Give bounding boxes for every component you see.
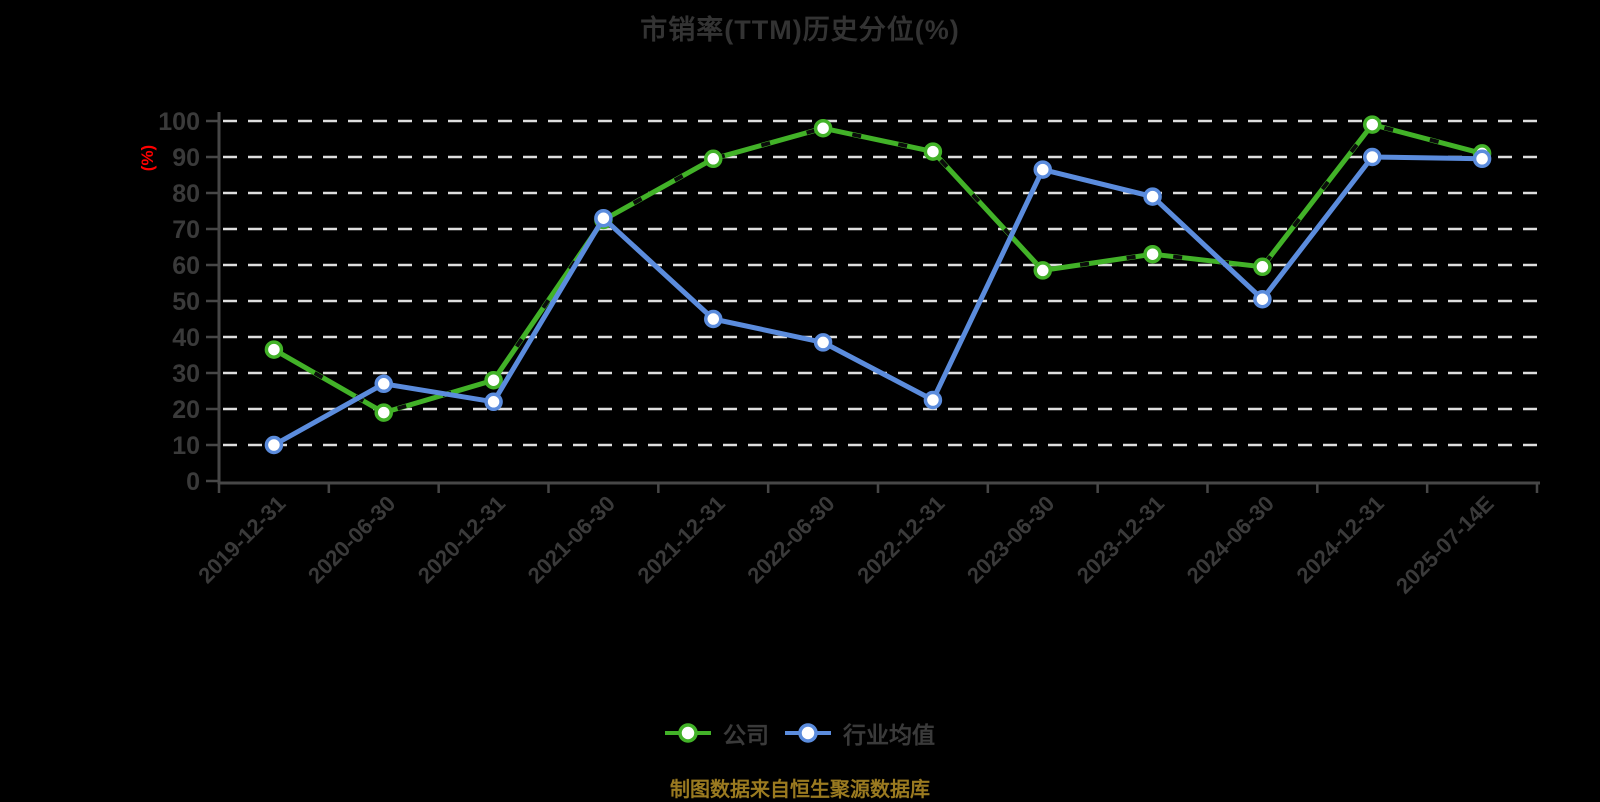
y-tick-label-70: 70 [172,216,200,244]
x-label-2023-12-31: 2023-12-31 [1072,491,1169,588]
chart-title: 市销率(TTM)历史分位(%) [640,15,960,45]
y-tick-label-90: 90 [172,144,200,172]
data-point-company-2020-06-30[interactable] [374,403,393,422]
legend-item-company[interactable]: 公司 [665,716,769,750]
data-point-industry-2023-06-30[interactable] [1033,160,1052,179]
data-point-company-2020-12-31[interactable] [484,370,503,390]
data-point-industry-2022-12-31[interactable] [923,390,943,410]
x-label-2024-06-30: 2024-06-30 [1182,491,1279,588]
y-tick-label-20: 20 [172,396,200,424]
data-point-industry-2020-06-30[interactable] [374,374,393,394]
legend-item-industry[interactable]: 行业均值 [785,716,935,750]
industry-series-marker-icon [785,723,831,743]
y-tick-label-100: 100 [158,108,200,136]
series-line-industry [271,154,1485,448]
legend-label-industry: 行业均值 [843,722,935,748]
data-point-company-2019-12-31[interactable] [264,340,284,359]
data-point-industry-2021-12-31[interactable] [704,309,723,329]
data-point-company-2022-12-31[interactable] [923,142,943,161]
x-label-2020-06-30: 2020-06-30 [303,491,400,588]
y-tick-label-60: 60 [172,252,200,280]
data-point-industry-2025-07-14E[interactable] [1472,149,1492,169]
y-tick-label-80: 80 [172,180,200,208]
series-line-company [271,122,1485,416]
data-point-industry-2024-12-31[interactable] [1363,147,1382,167]
x-label-2025-07-14E: 2025-07-14E [1391,491,1499,599]
data-point-company-2022-06-30[interactable] [813,118,833,138]
company-series-marker-icon [665,723,711,743]
y-tick-label-0: 0 [186,468,200,496]
y-tick-label-50: 50 [172,288,200,316]
y-axis-unit-label: (%) [138,145,157,171]
data-point-industry-2019-12-31[interactable] [264,435,284,455]
y-tick-label-10: 10 [172,432,200,460]
x-label-2021-06-30: 2021-06-30 [523,491,620,588]
legend-label-company: 公司 [723,722,769,748]
y-tick-label-30: 30 [172,360,200,388]
x-label-2022-12-31: 2022-12-31 [852,491,949,588]
x-label-2023-06-30: 2023-06-30 [962,491,1059,588]
data-point-industry-2020-12-31[interactable] [484,392,503,412]
x-label-2021-12-31: 2021-12-31 [633,491,730,588]
data-point-industry-2022-06-30[interactable] [813,333,833,352]
data-point-company-2024-06-30[interactable] [1253,257,1272,277]
x-label-2020-12-31: 2020-12-31 [413,491,510,588]
data-source-note: 制图数据来自恒生聚源数据库 [670,779,930,801]
data-point-company-2024-12-31[interactable] [1363,115,1382,134]
data-point-industry-2021-06-30[interactable] [594,208,613,228]
x-label-2024-12-31: 2024-12-31 [1292,491,1389,588]
data-point-company-2021-12-31[interactable] [704,149,723,169]
x-label-2019-12-31: 2019-12-31 [193,491,290,588]
data-point-industry-2023-12-31[interactable] [1143,187,1162,206]
y-tick-label-40: 40 [172,324,200,352]
data-point-company-2023-12-31[interactable] [1143,244,1162,264]
data-point-industry-2024-06-30[interactable] [1253,289,1272,309]
data-point-company-2023-06-30[interactable] [1033,261,1052,280]
legend: 公司 行业均值 [0,716,1600,750]
x-label-2022-06-30: 2022-06-30 [742,491,839,588]
